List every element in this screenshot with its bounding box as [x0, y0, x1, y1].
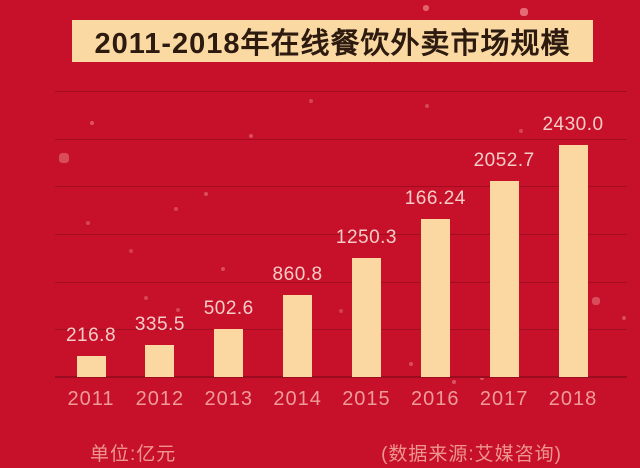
chart-title: 2011-2018年在线餐饮外卖市场规模: [94, 28, 571, 60]
unit-label: 单位:亿元: [90, 444, 177, 465]
chart-title-box: 2011-2018年在线餐饮外卖市场规模: [72, 20, 593, 62]
bar-value-label-2014: 860.8: [272, 263, 323, 285]
bar-value-label-2017: 2052.7: [473, 150, 535, 172]
chart-plot-area: 216.8 2011 335.5 2012 502.6 2013 860.8 2014 1250…: [55, 91, 627, 410]
bar-value-label-2011: 216.8: [65, 325, 117, 347]
x-axis-label-2013: 2013: [204, 388, 253, 410]
source-label: (数据来源:艾媒咨询): [381, 444, 562, 465]
gridline-1000: [55, 281, 627, 283]
bar-2014: [283, 294, 313, 377]
bar-2016: [420, 218, 450, 377]
gridline-2000: [55, 186, 627, 188]
x-axis-label-2016: 2016: [411, 388, 460, 410]
x-axis-label-2017: 2017: [479, 388, 529, 410]
gridline-2500: [55, 138, 627, 140]
x-axis-line: [55, 376, 627, 378]
gridline-3000: [55, 91, 627, 92]
bar-value-label-2013: 502.6: [203, 298, 254, 320]
bar-value-label-2016: 166.24: [404, 187, 466, 209]
gridline-1500: [55, 234, 627, 235]
x-axis-label-2011: 2011: [67, 388, 115, 410]
bar-2013: [214, 329, 244, 377]
bar-2012: [145, 345, 175, 377]
gridline-500: [55, 329, 627, 331]
bar-value-label-2012: 335.5: [134, 314, 185, 336]
x-axis-label-2015: 2015: [342, 388, 391, 410]
x-axis-label-2012: 2012: [135, 388, 185, 410]
bar-2017: [489, 181, 519, 377]
bar-2018: [558, 145, 588, 377]
bar-2011: [76, 356, 106, 377]
bar-2015: [351, 257, 381, 377]
bar-value-label-2018: 2430.0: [542, 114, 604, 136]
x-axis-label-2014: 2014: [273, 388, 322, 410]
background-speckles: [0, 0, 2, 2]
bar-value-label-2015: 1250.3: [335, 226, 397, 248]
x-axis-label-2018: 2018: [548, 388, 598, 410]
